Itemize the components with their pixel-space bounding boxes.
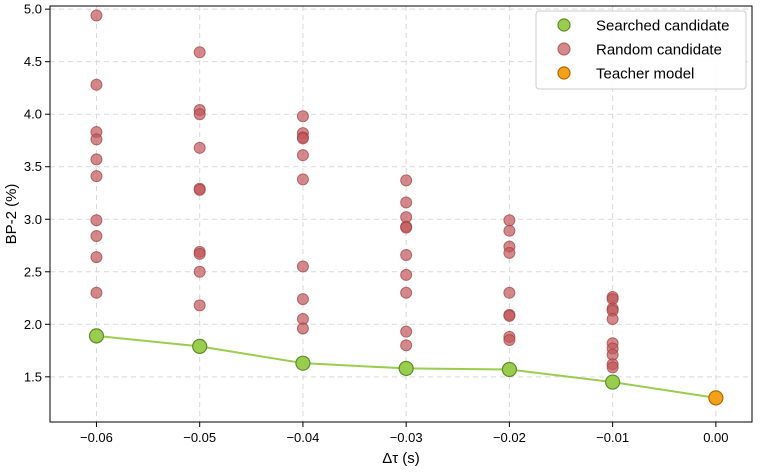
x-axis-ticks: −0.06 −0.05 −0.04 −0.03 −0.02 −0.01 0.00 <box>80 422 729 445</box>
random-candidate-point <box>606 361 619 374</box>
legend-label: Teacher model <box>596 66 694 83</box>
searched-candidate-point <box>398 360 414 377</box>
random-candidate-point <box>503 214 516 227</box>
random-candidate-point <box>400 268 413 281</box>
x-tick-label: −0.03 <box>390 430 423 445</box>
plot-frame <box>49 5 753 423</box>
series-layer <box>88 9 724 406</box>
x-tick-label: −0.06 <box>80 430 113 445</box>
teacher-model-point <box>708 390 724 406</box>
random-candidate-point <box>90 214 103 227</box>
y-tick-label: 2.0 <box>24 317 42 332</box>
random-candidate-point <box>193 46 206 59</box>
legend-marker <box>557 66 571 80</box>
y-tick-label: 4.0 <box>24 107 42 122</box>
random-candidate-point <box>90 230 103 243</box>
y-tick-label: 4.5 <box>24 54 42 69</box>
random-candidate-point <box>503 224 516 237</box>
random-candidate-point <box>90 9 103 22</box>
legend-label: Random candidate <box>596 42 722 59</box>
random-candidate-point <box>400 196 413 209</box>
y-tick-label: 3.0 <box>24 212 42 227</box>
legend-marker <box>557 42 571 56</box>
random-candidate-point <box>90 78 103 91</box>
x-tick-label: −0.04 <box>286 430 319 445</box>
random-candidate-point <box>400 286 413 299</box>
random-candidate-point <box>400 339 413 352</box>
x-tick-label: −0.02 <box>493 430 526 445</box>
random-candidate-point <box>503 286 516 299</box>
searched-candidate-point <box>501 361 517 378</box>
legend-marker <box>557 18 571 32</box>
random-candidate-point <box>90 286 103 299</box>
random-candidate-point <box>400 174 413 187</box>
random-candidate-point <box>296 322 309 335</box>
y-axis-ticks: 1.5 2.0 2.5 3.0 3.5 4.0 4.5 5.0 <box>24 2 50 384</box>
searched-candidate-point <box>192 338 208 354</box>
y-tick-label: 2.5 <box>24 264 42 279</box>
random-candidate-point <box>90 251 103 264</box>
legend-box <box>535 10 747 90</box>
teacher-model-series <box>708 390 724 406</box>
random-candidate-point <box>296 260 309 273</box>
y-tick-label: 5.0 <box>24 2 42 17</box>
random-candidate-point <box>90 170 103 183</box>
random-candidate-point <box>193 247 206 260</box>
random-candidate-point <box>90 133 103 146</box>
random-candidate-point <box>90 153 103 166</box>
legend: Searched candidate Random candidate Teache… <box>535 10 747 90</box>
random-candidate-point <box>503 246 516 259</box>
searched-candidate-point <box>295 355 311 371</box>
random-candidate-point <box>193 141 206 154</box>
x-tick-label: 0.00 <box>703 430 728 445</box>
x-tick-label: −0.05 <box>183 430 216 445</box>
searched-candidate-series <box>88 328 717 399</box>
random-candidate-point <box>193 108 206 121</box>
random-candidate-point <box>193 299 206 312</box>
random-candidate-point <box>296 132 309 145</box>
random-candidate-point <box>503 309 516 322</box>
random-candidate-point <box>193 265 206 278</box>
random-candidate-point <box>400 248 413 261</box>
x-tick-label: −0.01 <box>596 430 629 445</box>
random-candidate-point <box>296 110 309 123</box>
random-candidate-point <box>296 293 309 306</box>
random-candidate-point <box>400 325 413 338</box>
x-axis-label: Δτ (s) <box>382 450 420 467</box>
y-axis-label: BP-2 (%) <box>3 184 20 245</box>
legend-label: Searched candidate <box>596 18 729 35</box>
random-candidate-point <box>296 149 309 162</box>
random-candidate-point <box>606 313 619 326</box>
random-candidate-point <box>400 221 413 234</box>
random-candidate-point <box>503 334 516 347</box>
y-tick-label: 3.5 <box>24 159 42 174</box>
searched-candidate-point <box>88 328 105 344</box>
random-candidate-point <box>193 183 206 196</box>
y-tick-label: 1.5 <box>24 369 42 384</box>
random-candidate-point <box>296 173 309 186</box>
searched-candidate-point <box>605 374 621 390</box>
